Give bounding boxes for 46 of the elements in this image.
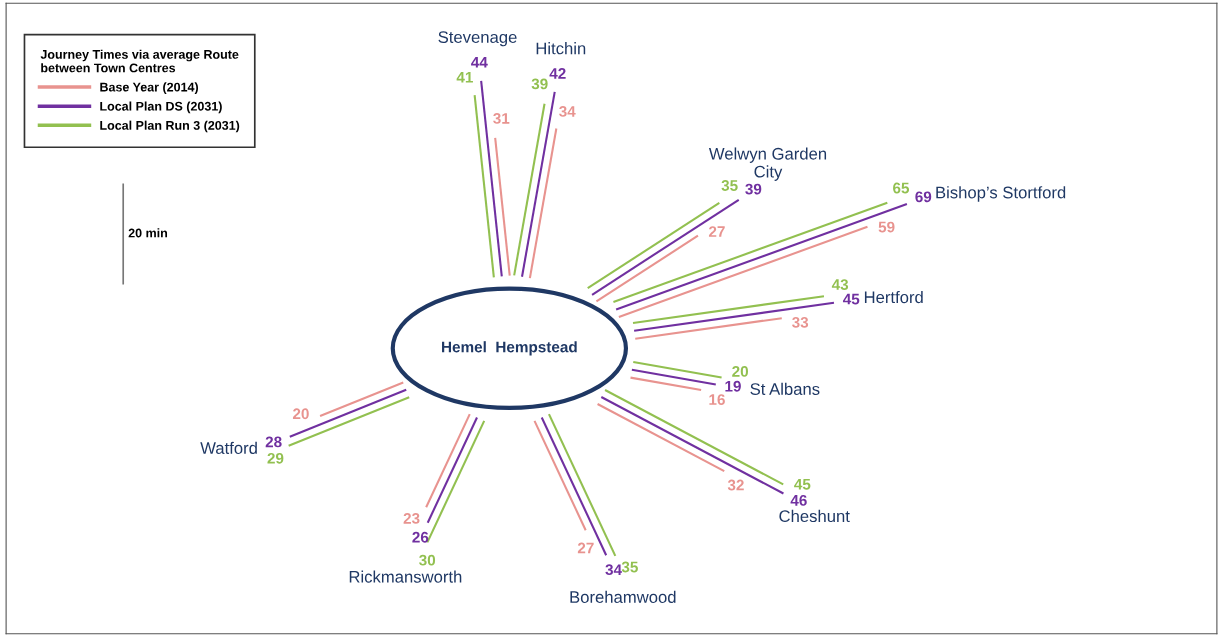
data-label: 34 <box>605 564 622 576</box>
category-label: Rickmansworth <box>349 570 462 583</box>
data-label: 31 <box>493 113 510 124</box>
category-label: Watford <box>200 441 257 454</box>
data-label: 42 <box>549 68 566 79</box>
data-label: 32 <box>727 479 744 491</box>
data-label: 16 <box>709 394 725 406</box>
text: Hemel Hempstead <box>442 341 577 356</box>
data-label: 45 <box>842 293 860 305</box>
data-label: 69 <box>915 191 932 203</box>
legend-title: Journey Times via average Route between Town Centres <box>40 49 239 73</box>
category-label: Hertford <box>864 290 923 304</box>
data-label: 35 <box>721 180 738 191</box>
data-label: 33 <box>792 316 809 328</box>
data-label: 20 <box>732 366 749 377</box>
category-label: Stevenage <box>438 31 517 47</box>
text: 20 min <box>128 228 168 238</box>
data-label: 19 <box>725 380 741 392</box>
data-label: 45 <box>794 478 811 490</box>
legend-label: Base Year (2014) <box>100 82 199 94</box>
data-label: 34 <box>559 106 576 117</box>
data-label: 29 <box>267 452 284 464</box>
data-label: 39 <box>745 183 762 195</box>
data-label: 27 <box>708 226 725 237</box>
data-label: 43 <box>831 279 849 291</box>
data-label: 26 <box>412 531 429 543</box>
legend-label: Local Plan Run 3 (2031) <box>100 120 240 133</box>
data-label: 46 <box>790 494 807 506</box>
data-label: 44 <box>471 57 488 68</box>
data-label: 65 <box>893 182 910 194</box>
data-label: 41 <box>456 72 473 83</box>
category-label: Welwyn Garden City <box>708 147 827 181</box>
data-label: 30 <box>419 554 436 566</box>
data-label: 20 <box>292 408 309 420</box>
data-label: 27 <box>577 542 594 554</box>
category-label: Borehamwood <box>570 590 676 603</box>
legend-label: Local Plan DS (2031) <box>100 101 222 114</box>
category-label: Hitchin <box>536 42 586 55</box>
data-label: 23 <box>403 512 420 524</box>
data-label: 59 <box>878 221 895 233</box>
category-label: St Albans <box>750 382 820 395</box>
category-label: Cheshunt <box>779 509 850 523</box>
category-label: Bishop’s Stortford <box>936 186 1066 202</box>
data-label: 28 <box>265 436 282 448</box>
data-label: 39 <box>531 78 548 90</box>
data-label: 35 <box>621 561 638 573</box>
